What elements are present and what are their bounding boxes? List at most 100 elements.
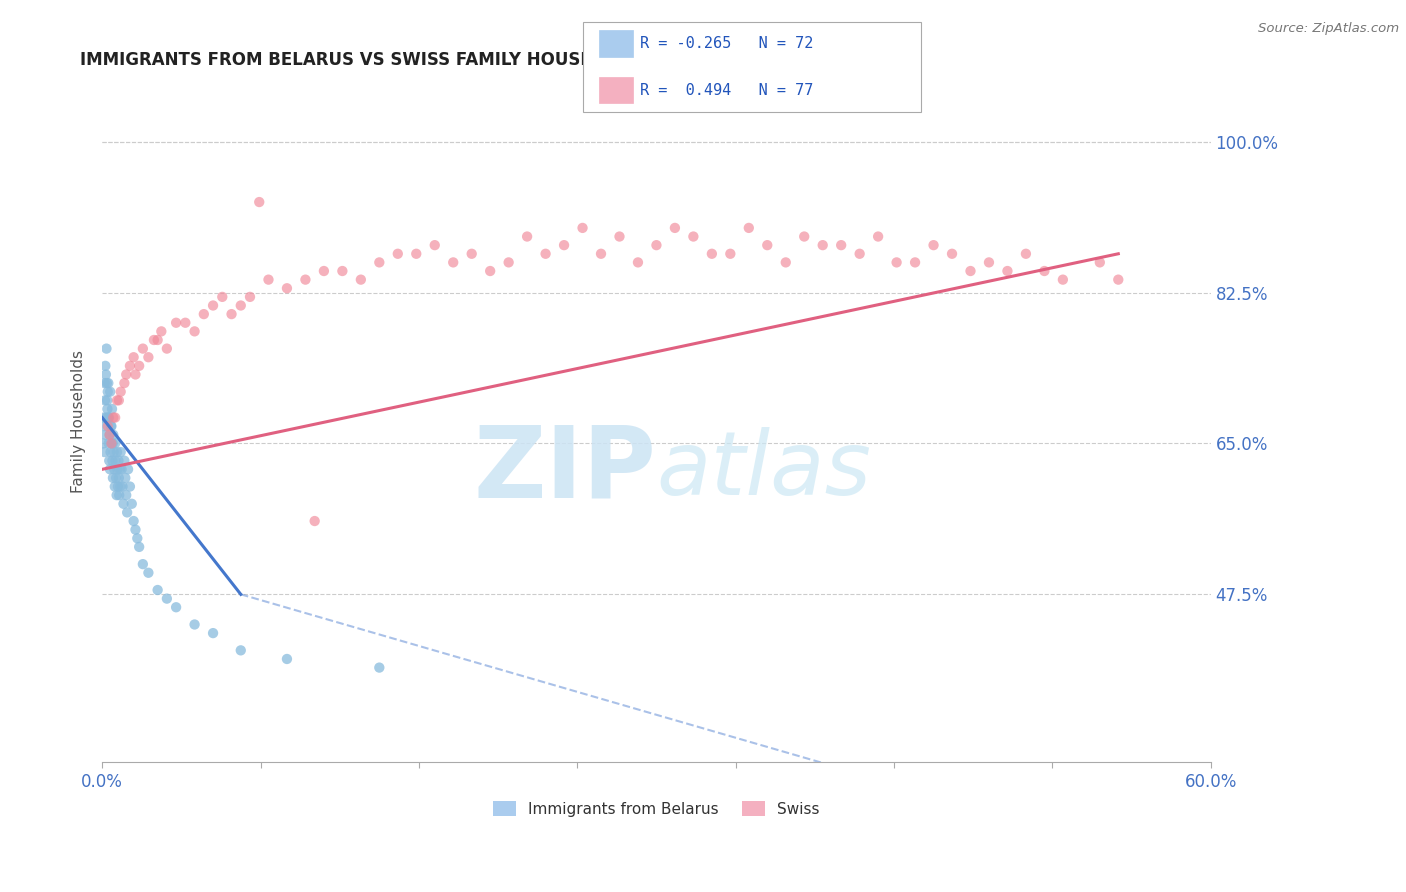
Point (101, 436, 124, 450)
Point (103, 427, 125, 442)
Point (94, 427, 117, 442)
Point (115, 368, 138, 382)
Point (627, 255, 650, 269)
Point (460, 247, 482, 261)
Point (112, 453, 135, 467)
Point (138, 566, 160, 580)
Point (96, 393, 118, 408)
Point (997, 264, 1019, 278)
Point (276, 652, 298, 666)
Point (122, 350, 145, 364)
Point (115, 505, 138, 519)
Point (350, 272, 373, 286)
Point (100, 445, 122, 459)
Point (257, 272, 280, 286)
Point (811, 238, 834, 252)
Text: R =  0.494   N = 77: R = 0.494 N = 77 (640, 83, 813, 97)
Point (93, 376, 115, 390)
Point (105, 445, 128, 459)
Point (108, 471, 131, 485)
Point (93, 445, 115, 459)
Point (165, 316, 187, 330)
Point (104, 410, 127, 425)
Point (193, 307, 215, 321)
Legend: Immigrants from Belarus, Swiss: Immigrants from Belarus, Swiss (486, 795, 825, 823)
Point (332, 264, 354, 278)
Point (211, 290, 233, 304)
Point (682, 229, 704, 244)
Point (868, 229, 890, 244)
Point (110, 479, 132, 493)
Point (100, 419, 122, 434)
Point (405, 247, 427, 261)
Point (110, 445, 132, 459)
Point (132, 342, 155, 356)
Point (174, 316, 197, 330)
Point (142, 333, 165, 347)
Point (886, 255, 908, 269)
Point (108, 488, 131, 502)
Point (202, 626, 225, 640)
Point (96, 342, 118, 356)
Point (1033, 264, 1056, 278)
Point (108, 393, 131, 408)
Text: IMMIGRANTS FROM BELARUS VS SWISS FAMILY HOUSEHOLDS CORRELATION CHART: IMMIGRANTS FROM BELARUS VS SWISS FAMILY … (80, 51, 862, 69)
Point (1015, 247, 1038, 261)
Point (104, 436, 127, 450)
Y-axis label: Family Households: Family Households (72, 351, 86, 493)
Point (114, 471, 136, 485)
Point (104, 453, 127, 467)
Text: Source: ZipAtlas.com: Source: ZipAtlas.com (1258, 22, 1399, 36)
Point (118, 479, 141, 493)
Text: ZIP: ZIP (474, 421, 657, 518)
Point (94, 359, 117, 373)
Point (96, 401, 118, 416)
Point (110, 462, 132, 476)
Point (107, 479, 129, 493)
Point (922, 238, 945, 252)
Point (423, 238, 446, 252)
Point (156, 591, 179, 606)
Point (718, 247, 741, 261)
Point (700, 247, 723, 261)
Point (105, 488, 128, 502)
Point (146, 333, 169, 347)
Point (101, 471, 124, 485)
Point (124, 523, 146, 537)
Point (108, 462, 131, 476)
Point (91, 436, 114, 450)
Point (239, 290, 262, 304)
Point (276, 281, 298, 295)
Point (97, 436, 120, 450)
Point (117, 462, 139, 476)
Point (387, 247, 409, 261)
Point (97, 410, 120, 425)
Point (101, 453, 124, 467)
Point (1107, 272, 1129, 286)
Point (104, 479, 127, 493)
Point (294, 272, 316, 286)
Point (111, 479, 134, 493)
Point (112, 376, 135, 390)
Point (756, 238, 779, 252)
Point (97, 376, 120, 390)
Point (146, 582, 169, 597)
Point (977, 255, 1000, 269)
Point (775, 255, 797, 269)
Point (107, 453, 129, 467)
Point (103, 462, 125, 476)
Point (516, 229, 538, 244)
Point (121, 497, 143, 511)
Point (183, 617, 205, 632)
Point (738, 221, 761, 235)
Point (183, 324, 205, 338)
Point (247, 195, 270, 210)
Point (534, 247, 557, 261)
Point (122, 514, 145, 528)
Point (553, 238, 575, 252)
Point (959, 264, 981, 278)
Point (105, 462, 128, 476)
Point (150, 324, 173, 338)
Point (100, 419, 122, 434)
Point (93, 419, 115, 434)
